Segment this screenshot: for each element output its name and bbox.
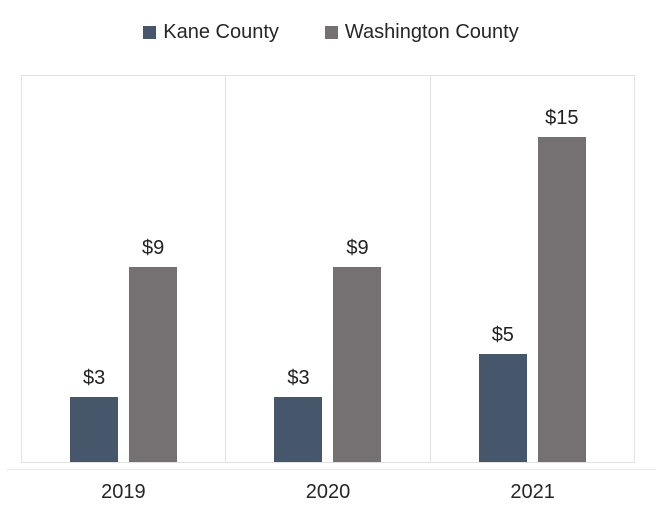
- legend-label-kane-county: Kane County: [163, 21, 279, 43]
- bar-kane-county-2021: [478, 353, 527, 462]
- data-label-washington-2020: $9: [346, 236, 369, 259]
- washington-county-swatch-icon: [324, 25, 338, 39]
- bar-cell: $3: [274, 76, 323, 462]
- kane-county-swatch-icon: [143, 25, 157, 39]
- bar-cell: $9: [129, 76, 178, 462]
- category-panel-2020: $3 $9: [226, 76, 431, 462]
- data-label-kane-2020: $3: [287, 366, 310, 389]
- legend-item-washington-county: Washington County: [324, 21, 519, 43]
- data-label-kane-2019: $3: [83, 366, 106, 389]
- bar-cell: $3: [70, 76, 119, 462]
- category-axis-line: [7, 469, 655, 470]
- data-label-washington-2021: $15: [545, 106, 579, 129]
- bar-washington-county-2019: [129, 266, 178, 462]
- bar-kane-county-2019: [70, 396, 119, 462]
- bar-cell: $5: [478, 76, 527, 462]
- legend-item-kane-county: Kane County: [143, 21, 279, 43]
- bar-washington-county-2020: [333, 266, 382, 462]
- category-panel-2019: $3 $9: [22, 76, 227, 462]
- bar-group-2021: $5 $15: [431, 76, 634, 462]
- bar-washington-county-2021: [537, 136, 586, 462]
- data-label-kane-2021: $5: [491, 323, 514, 346]
- bar-kane-county-2020: [274, 396, 323, 462]
- x-axis-label-2021: 2021: [510, 481, 555, 503]
- bar-group-2020: $3 $9: [226, 76, 429, 462]
- x-axis-label-2019: 2019: [101, 481, 146, 503]
- category-panel-2021: $5 $15: [431, 76, 634, 462]
- plot-area: $3 $9 $3 $9: [21, 75, 635, 463]
- data-label-washington-2019: $9: [142, 236, 165, 259]
- bar-cell: $9: [333, 76, 382, 462]
- x-axis-labels: 2019 2020 2021: [21, 481, 635, 504]
- bar-group-2019: $3 $9: [22, 76, 225, 462]
- legend-label-washington-county: Washington County: [344, 21, 519, 43]
- x-axis-label-2020: 2020: [305, 481, 351, 503]
- chart-legend: Kane County Washington County: [0, 21, 662, 43]
- bar-cell: $15: [537, 76, 586, 462]
